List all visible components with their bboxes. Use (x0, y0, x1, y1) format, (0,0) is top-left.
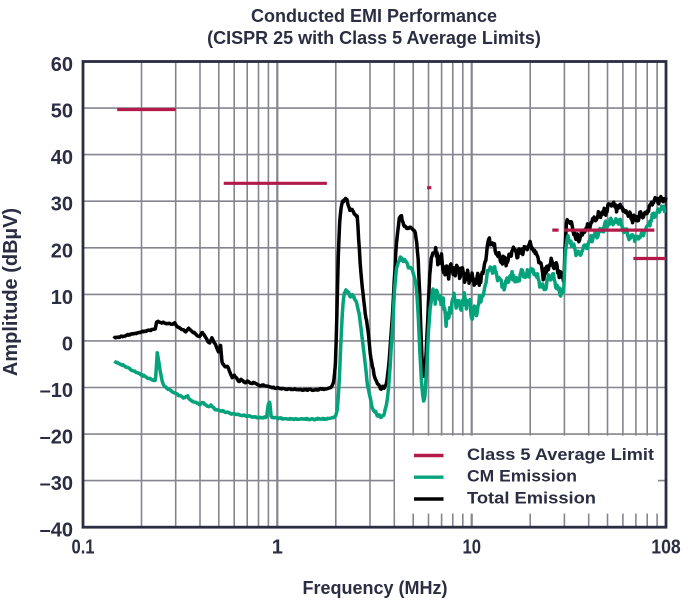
svg-text:Frequency (MHz): Frequency (MHz) (302, 578, 447, 598)
svg-text:40: 40 (51, 147, 73, 169)
svg-text:60: 60 (51, 54, 73, 76)
svg-text:10: 10 (51, 287, 73, 309)
svg-text:Total Emission: Total Emission (467, 489, 596, 508)
svg-text:(CISPR 25 with Class 5 Average: (CISPR 25 with Class 5 Average Limits) (207, 28, 541, 48)
svg-text:Amplitude (dBµV): Amplitude (dBµV) (0, 208, 22, 376)
svg-text:10: 10 (462, 537, 481, 559)
svg-text:–40: –40 (40, 520, 73, 542)
svg-text:0: 0 (62, 333, 73, 355)
svg-text:Class 5 Average Limit: Class 5 Average Limit (467, 445, 654, 464)
svg-text:–20: –20 (40, 427, 73, 449)
svg-text:CM Emission: CM Emission (467, 467, 577, 486)
svg-text:0.1: 0.1 (72, 537, 95, 559)
svg-text:108: 108 (651, 537, 681, 559)
svg-text:1: 1 (272, 537, 283, 559)
svg-text:30: 30 (51, 194, 73, 216)
svg-text:20: 20 (51, 240, 73, 262)
svg-text:–10: –10 (40, 380, 73, 402)
svg-text:–30: –30 (40, 473, 73, 495)
svg-text:Conducted EMI Performance: Conducted EMI Performance (251, 6, 497, 26)
svg-text:50: 50 (51, 101, 73, 123)
